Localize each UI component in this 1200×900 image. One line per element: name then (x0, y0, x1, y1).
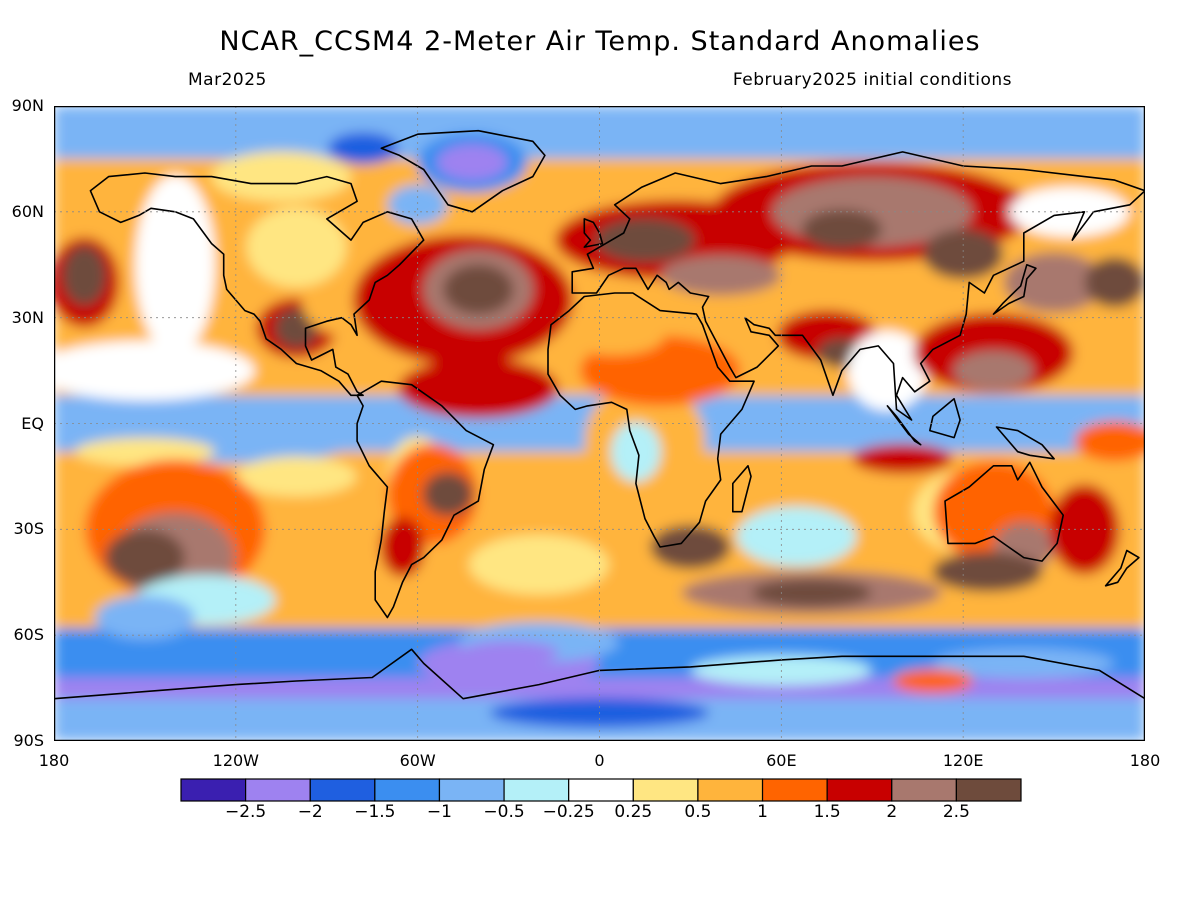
anomaly-patch (892, 669, 973, 694)
colorbar-swatch (374, 778, 441, 802)
colorbar-swatch (891, 778, 957, 802)
coastline-borneo (929, 398, 961, 439)
lat-tick-label: 90N (11, 96, 44, 115)
colorbar-tick-label: −0.5 (483, 802, 525, 822)
coastline-sumatra (886, 405, 922, 446)
anomaly-patch (751, 578, 872, 607)
colorbar-swatch (697, 778, 764, 802)
colorbar-swatch (309, 778, 376, 802)
lat-tick-label: 30S (13, 519, 44, 539)
anomaly-patch (923, 229, 1004, 280)
colorbar-tick-label: −1.5 (354, 802, 396, 822)
initial-conditions-label: February2025 initial conditions (732, 70, 1012, 90)
anomaly-patch (650, 524, 731, 569)
colorbar-swatch (632, 778, 699, 802)
colorbar-tick-label: −1 (426, 802, 452, 822)
anomaly-patch (104, 529, 185, 586)
colorbar-tick-label: −2 (297, 802, 323, 822)
anomaly-patch (94, 595, 195, 640)
colorbar-swatch (761, 778, 828, 802)
anomaly-patch (328, 132, 399, 165)
lat-tick-label: 60S (13, 625, 44, 645)
lat-tick-label: 60N (11, 201, 44, 221)
anomaly-patch (1004, 252, 1105, 313)
anomaly-patch (736, 506, 857, 567)
coastline-africa (547, 292, 755, 548)
anomaly-patch (610, 421, 661, 482)
anomaly-patch (398, 358, 559, 419)
colorbar-swatch (568, 778, 634, 802)
anomaly-map (54, 106, 1145, 741)
anomaly-patch (380, 516, 425, 577)
colorbar-swatch (438, 778, 505, 802)
anomaly-patch (1049, 484, 1120, 575)
colorbar-tick-label: 2.5 (942, 802, 970, 822)
anomaly-patch (74, 437, 215, 466)
anomaly-patch (1084, 257, 1145, 308)
anomaly-patch (468, 534, 609, 595)
anomaly-patch (660, 255, 781, 296)
colorbar-swatch (503, 778, 570, 802)
anomaly-patch (847, 330, 928, 411)
lon-tick-label: 120E (942, 751, 984, 770)
colorbar-swatch (955, 778, 1022, 802)
coastline-north-america (89, 172, 425, 397)
anomaly-patch (387, 184, 448, 225)
anomaly-patch (135, 174, 216, 355)
lon-tick-label: 180 (1129, 751, 1161, 770)
valid-month-label: Mar2025 (188, 70, 267, 90)
coastline-eurasia (571, 151, 1145, 421)
lat-tick-label: 90S (13, 731, 44, 750)
anomaly-patch (564, 315, 665, 356)
anomaly-patch (274, 308, 319, 349)
colorbar-tick-label: 1 (757, 802, 768, 822)
colorbar-swatch (826, 778, 893, 802)
colorbar (180, 778, 1022, 802)
map-title: NCAR_CCSM4 2-Meter Air Temp. Standard An… (219, 26, 981, 57)
colorbar-tick-label: −0.25 (542, 802, 595, 822)
coastlines (54, 129, 1145, 700)
anomaly-patch (852, 443, 953, 474)
coastline-greenland (380, 129, 546, 213)
anomaly-patch (437, 144, 508, 181)
anomaly-patch (1074, 421, 1145, 462)
lon-tick-label: 0 (594, 751, 605, 770)
colorbar-tick-label: 1.5 (813, 802, 841, 822)
anomaly-patch (801, 209, 882, 250)
gridlines (54, 106, 1145, 741)
anomaly-patch (458, 640, 559, 665)
colorbar-swatch (245, 778, 311, 802)
coastline-great-britain (583, 218, 604, 248)
anomaly-patch (62, 245, 107, 306)
anomaly-patch (594, 218, 695, 263)
lon-tick-label: 60W (399, 751, 436, 770)
anomaly-patch (443, 264, 514, 315)
colorbar-tick-label: −2.5 (224, 802, 267, 822)
colorbar-tick-label: 0.25 (614, 802, 653, 822)
anomaly-patch (236, 456, 357, 497)
colorbar-tick-label: 0.5 (684, 802, 712, 822)
anomaly-patch (932, 551, 1043, 592)
coastline-japan (992, 264, 1037, 315)
coastline-south-america (356, 380, 495, 619)
lon-tick-label: 120W (212, 751, 259, 770)
anomaly-patch (953, 350, 1034, 391)
anomaly-patch (422, 472, 473, 517)
coastline-antarctica (54, 648, 1145, 700)
coastline-new-guinea (995, 426, 1055, 460)
colorbar-tick-label: 2 (886, 802, 898, 822)
lon-tick-label: 60E (766, 751, 797, 770)
colorbar-swatch (180, 778, 247, 802)
coastline-new-zealand (1104, 549, 1140, 587)
lat-tick-label: EQ (21, 413, 44, 433)
coastline-madagascar (732, 465, 752, 513)
lat-tick-label: 30N (11, 307, 44, 327)
anomaly-patch (246, 207, 347, 288)
lon-tick-label: 180 (38, 751, 70, 770)
anomaly-patch (211, 151, 352, 202)
arctic-band (54, 106, 1145, 159)
coastline-australia (944, 461, 1064, 562)
map-frame (54, 106, 1145, 741)
anomaly-patch (54, 340, 255, 401)
